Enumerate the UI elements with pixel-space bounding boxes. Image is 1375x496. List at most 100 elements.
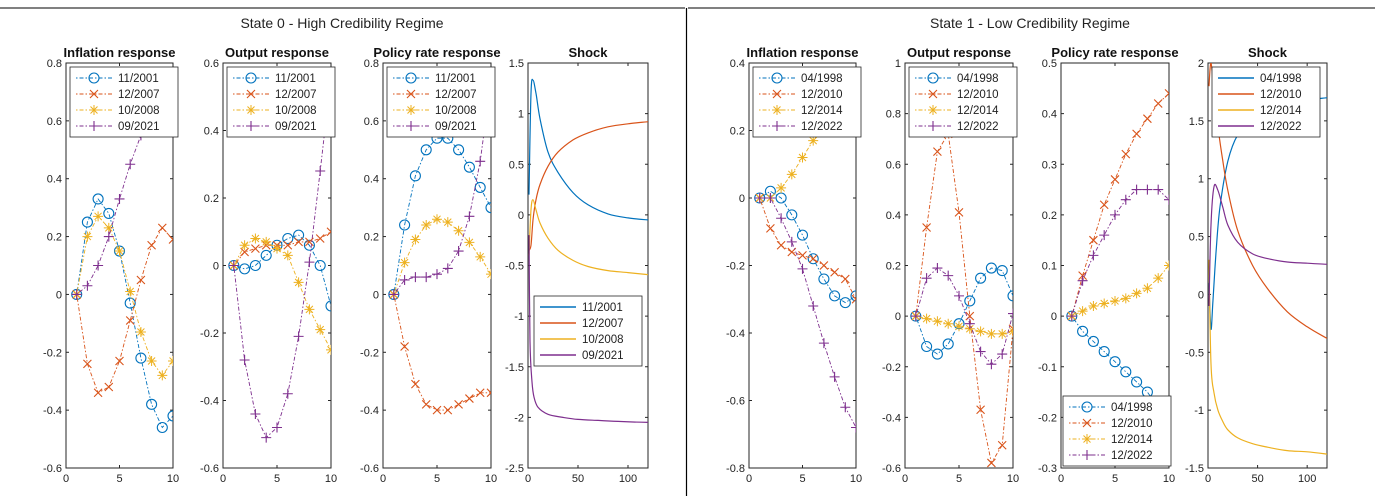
series-marker bbox=[463, 161, 475, 173]
legend-label: 12/2010 bbox=[1260, 89, 1302, 101]
legend-marker bbox=[1081, 401, 1093, 413]
series-marker bbox=[315, 324, 326, 335]
series-marker bbox=[125, 316, 135, 325]
series-marker bbox=[326, 227, 331, 237]
series-marker bbox=[125, 286, 136, 297]
series-marker bbox=[851, 294, 856, 304]
y-tick-label: -0.4 bbox=[43, 405, 62, 417]
subplot-title: Output response bbox=[225, 45, 329, 60]
series-marker bbox=[1153, 184, 1164, 195]
series-marker bbox=[326, 344, 331, 355]
series-marker bbox=[776, 240, 786, 250]
y-tick-label: -0.6 bbox=[200, 463, 219, 475]
y-tick-label: -0.2 bbox=[200, 328, 219, 340]
series-marker bbox=[1131, 376, 1143, 388]
legend-label: 09/2021 bbox=[435, 121, 477, 133]
series-line bbox=[393, 137, 491, 295]
x-tick-label: 10 bbox=[485, 473, 497, 485]
y-tick-label: 0 bbox=[739, 193, 745, 205]
series-marker bbox=[1142, 283, 1153, 294]
series-marker bbox=[432, 269, 442, 280]
series-line bbox=[915, 132, 1013, 465]
y-tick-label: 0 bbox=[518, 210, 524, 222]
series-marker bbox=[797, 152, 808, 163]
legend-label: 10/2008 bbox=[582, 334, 624, 346]
series-marker bbox=[1131, 184, 1142, 195]
legend-label: 12/2014 bbox=[1111, 434, 1153, 446]
series-marker bbox=[954, 290, 964, 301]
series-marker bbox=[282, 232, 294, 245]
y-tick-label: 0 bbox=[1051, 311, 1057, 323]
legend: 04/1998 12/2010 12/2014 12/2022 bbox=[1062, 395, 1172, 467]
series-marker bbox=[808, 301, 819, 311]
series-marker bbox=[1121, 149, 1131, 159]
series-marker bbox=[486, 388, 491, 398]
series-marker bbox=[260, 249, 272, 261]
series-marker bbox=[1131, 288, 1142, 299]
y-tick-label: -1.5 bbox=[1185, 463, 1204, 475]
series-marker bbox=[943, 270, 954, 281]
series-marker bbox=[399, 274, 410, 285]
y-tick-label: -2.5 bbox=[505, 463, 524, 475]
series-marker bbox=[304, 304, 315, 315]
series-marker bbox=[167, 410, 173, 422]
legend-label: 11/2001 bbox=[118, 73, 159, 85]
series-marker bbox=[1077, 325, 1089, 337]
series-marker bbox=[442, 217, 453, 228]
legend-marker bbox=[1082, 434, 1092, 444]
series-marker bbox=[840, 274, 850, 284]
series-marker bbox=[808, 135, 819, 146]
legend: 11/2001 12/2007 10/2008 09/2021 bbox=[386, 66, 496, 138]
series-marker bbox=[997, 328, 1008, 339]
series-marker bbox=[475, 251, 486, 262]
subplot-1: Output response -0.6 -0.4 -0.2 0 0.2 0.4 0.6 0 5 1… bbox=[200, 45, 337, 485]
legend-label: 04/1998 bbox=[1260, 73, 1302, 85]
y-tick-label: -0.5 bbox=[505, 261, 524, 273]
series-marker bbox=[1087, 335, 1099, 347]
y-tick-label: -0.4 bbox=[726, 328, 745, 340]
series-marker bbox=[932, 316, 943, 327]
series-line bbox=[1208, 183, 1327, 307]
y-tick-label: 0.6 bbox=[204, 58, 219, 70]
y-tick-label: 0.4 bbox=[730, 58, 745, 70]
y-tick-label: -0.4 bbox=[360, 405, 379, 417]
y-tick-label: -0.6 bbox=[43, 463, 62, 475]
y-tick-label: -0.6 bbox=[726, 396, 745, 408]
series-marker bbox=[1120, 293, 1131, 304]
legend-label: 09/2021 bbox=[118, 121, 160, 133]
series-marker bbox=[766, 223, 775, 233]
legend-label: 11/2001 bbox=[435, 73, 476, 85]
legend-label: 11/2001 bbox=[275, 73, 316, 85]
subplot-4: Inflation response -0.8 -0.6 -0.4 -0.2 0 0.2 0.… bbox=[726, 45, 862, 485]
series-marker bbox=[421, 272, 432, 283]
series-marker bbox=[1110, 175, 1120, 184]
legend-marker bbox=[246, 121, 256, 131]
y-tick-label: 0.5 bbox=[1042, 58, 1057, 70]
x-tick-label: 10 bbox=[167, 473, 179, 485]
legend-label: 12/2022 bbox=[801, 121, 843, 133]
series-marker bbox=[465, 394, 474, 403]
series-marker bbox=[1153, 273, 1164, 284]
series-marker bbox=[485, 202, 491, 214]
y-tick-label: 0 bbox=[373, 289, 379, 301]
series-line bbox=[233, 238, 331, 351]
x-tick-label: 0 bbox=[380, 473, 386, 485]
y-tick-label: -0.2 bbox=[726, 261, 745, 273]
series-marker bbox=[421, 220, 432, 230]
subplot-title: Shock bbox=[1248, 45, 1288, 60]
series-marker bbox=[239, 240, 250, 251]
legend-marker bbox=[927, 72, 939, 84]
y-tick-label: 0.2 bbox=[364, 232, 379, 244]
series-marker bbox=[114, 193, 125, 204]
series-marker bbox=[93, 388, 103, 398]
x-tick-label: 100 bbox=[1298, 473, 1316, 485]
subplot-title: Policy rate response bbox=[373, 45, 500, 60]
series-marker bbox=[996, 265, 1008, 277]
series-marker bbox=[975, 346, 986, 357]
y-tick-label: 0 bbox=[213, 261, 219, 273]
series-line bbox=[759, 197, 856, 300]
series-marker bbox=[239, 263, 251, 275]
legend-label: 12/2014 bbox=[957, 105, 999, 117]
series-line bbox=[233, 76, 331, 439]
legend-label: 12/2022 bbox=[1111, 450, 1153, 462]
